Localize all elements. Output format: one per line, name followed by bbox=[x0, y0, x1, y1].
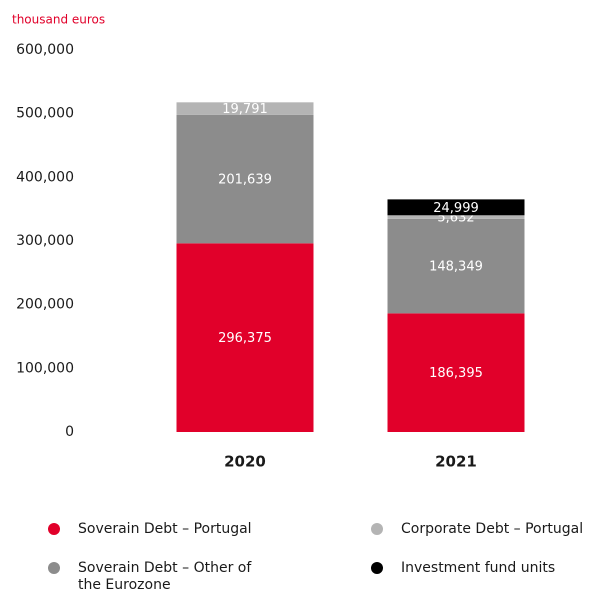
legend-label: Soverain Debt – Portugal bbox=[78, 521, 252, 537]
legend-marker bbox=[371, 562, 383, 574]
bar-segment bbox=[176, 102, 314, 115]
bar-segment bbox=[176, 114, 314, 244]
legend-label: Investment fund units bbox=[401, 560, 555, 576]
y-tick-label: 200,000 bbox=[16, 297, 74, 313]
bar-segment bbox=[387, 199, 525, 216]
bar-segment bbox=[387, 218, 525, 314]
y-tick-label: 300,000 bbox=[16, 233, 74, 249]
data-label: 186,395 bbox=[429, 366, 483, 381]
y-tick-label: 100,000 bbox=[16, 360, 74, 376]
y-tick-label: 0 bbox=[65, 424, 74, 440]
legend-marker bbox=[48, 523, 60, 535]
legend-marker bbox=[371, 523, 383, 535]
bar-segment bbox=[387, 215, 525, 219]
x-tick-label: 2020 bbox=[224, 453, 266, 471]
y-tick-label: 400,000 bbox=[16, 169, 74, 185]
legend-label: Soverain Debt – Other of the Eurozone bbox=[78, 560, 252, 593]
legend-label: Corporate Debt – Portugal bbox=[401, 521, 583, 537]
unit-label: thousand euros bbox=[12, 13, 105, 27]
data-label: 19,791 bbox=[222, 102, 268, 117]
bar-segment bbox=[176, 243, 314, 432]
bar-segment bbox=[387, 313, 525, 432]
data-label: 296,375 bbox=[218, 331, 272, 346]
x-tick-label: 2021 bbox=[435, 453, 477, 471]
data-label: 201,639 bbox=[218, 173, 272, 188]
legend-marker bbox=[48, 562, 60, 574]
y-tick-label: 600,000 bbox=[16, 42, 74, 58]
y-tick-label: 500,000 bbox=[16, 106, 74, 122]
data-label: 24,999 bbox=[433, 201, 479, 216]
data-label: 148,349 bbox=[429, 260, 483, 275]
